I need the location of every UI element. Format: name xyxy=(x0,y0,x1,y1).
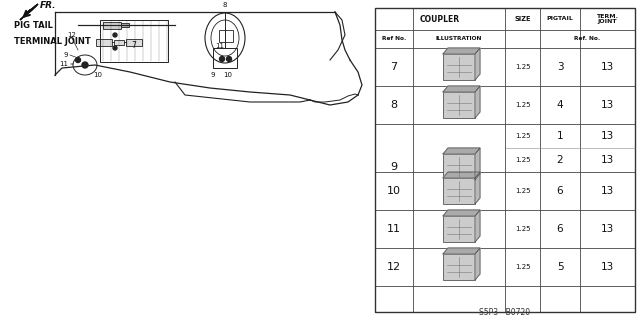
Text: 1.25: 1.25 xyxy=(515,157,531,163)
Text: 1.25: 1.25 xyxy=(515,133,531,139)
Polygon shape xyxy=(443,86,480,92)
Text: ILLUSTRATION: ILLUSTRATION xyxy=(436,36,482,42)
Text: COUPLER: COUPLER xyxy=(420,14,460,23)
Text: PIGTAIL: PIGTAIL xyxy=(547,17,573,21)
Text: PIG TAIL: PIG TAIL xyxy=(14,20,53,29)
Bar xyxy=(443,178,475,204)
Polygon shape xyxy=(443,210,480,216)
Polygon shape xyxy=(20,4,38,20)
Text: 1: 1 xyxy=(557,131,563,141)
Text: 1.25: 1.25 xyxy=(515,264,531,270)
Bar xyxy=(443,216,475,242)
Text: 4: 4 xyxy=(557,100,563,110)
Text: 1.25: 1.25 xyxy=(515,64,531,70)
Text: 11: 11 xyxy=(387,224,401,234)
Text: 1.25: 1.25 xyxy=(515,102,531,108)
Text: 1.25: 1.25 xyxy=(515,226,531,232)
Circle shape xyxy=(82,62,88,68)
Text: TERM.: TERM. xyxy=(596,13,618,19)
Polygon shape xyxy=(475,86,480,118)
Polygon shape xyxy=(443,148,480,154)
Text: 11: 11 xyxy=(59,61,68,67)
Text: FR.: FR. xyxy=(40,1,56,10)
Bar xyxy=(103,21,121,28)
Text: SIZE: SIZE xyxy=(515,16,531,22)
Bar xyxy=(443,154,475,180)
Text: 6: 6 xyxy=(557,224,563,234)
Circle shape xyxy=(220,57,225,61)
Polygon shape xyxy=(475,172,480,204)
Text: 13: 13 xyxy=(601,224,614,234)
Text: 13: 13 xyxy=(601,62,614,72)
Bar xyxy=(443,54,475,80)
Text: 6: 6 xyxy=(557,186,563,196)
Circle shape xyxy=(227,57,232,61)
Bar xyxy=(375,8,635,312)
Text: 8: 8 xyxy=(390,100,397,110)
Polygon shape xyxy=(443,48,480,54)
Text: 10: 10 xyxy=(223,72,232,78)
Text: 13: 13 xyxy=(601,155,614,165)
Circle shape xyxy=(76,58,81,62)
Polygon shape xyxy=(443,248,480,254)
Text: 8: 8 xyxy=(223,2,227,8)
Text: 10: 10 xyxy=(387,186,401,196)
Text: 7: 7 xyxy=(390,62,397,72)
Bar xyxy=(126,38,142,45)
Circle shape xyxy=(113,33,117,37)
Text: 13: 13 xyxy=(601,262,614,272)
Text: 9: 9 xyxy=(390,162,397,172)
Bar xyxy=(213,48,237,68)
Text: TERMINAL JOINT: TERMINAL JOINT xyxy=(14,37,91,46)
Polygon shape xyxy=(443,172,480,178)
Text: 1.25: 1.25 xyxy=(515,188,531,194)
Text: 9: 9 xyxy=(63,52,68,58)
Bar xyxy=(100,20,168,62)
Polygon shape xyxy=(475,148,480,180)
Text: 11: 11 xyxy=(216,43,225,49)
Text: 12: 12 xyxy=(68,32,76,38)
Bar xyxy=(114,39,124,44)
Circle shape xyxy=(113,46,117,50)
Bar xyxy=(375,8,635,312)
Text: 12: 12 xyxy=(387,262,401,272)
Text: 7: 7 xyxy=(132,41,136,50)
Bar xyxy=(121,23,129,27)
Text: 9: 9 xyxy=(211,72,215,78)
Polygon shape xyxy=(475,48,480,80)
Text: 2: 2 xyxy=(557,155,563,165)
Text: 10: 10 xyxy=(93,72,102,78)
Text: 13: 13 xyxy=(601,131,614,141)
Text: Ref No.: Ref No. xyxy=(382,36,406,42)
Bar xyxy=(219,30,233,42)
Text: 13: 13 xyxy=(601,186,614,196)
Text: 13: 13 xyxy=(601,100,614,110)
Bar xyxy=(96,38,112,45)
Bar xyxy=(443,92,475,118)
Text: 5: 5 xyxy=(557,262,563,272)
Polygon shape xyxy=(475,248,480,280)
Bar xyxy=(443,254,475,280)
Text: 3: 3 xyxy=(557,62,563,72)
Polygon shape xyxy=(475,210,480,242)
Text: JOINT: JOINT xyxy=(598,20,617,25)
Text: S5P3 - B0720: S5P3 - B0720 xyxy=(479,308,531,317)
Text: Ref. No.: Ref. No. xyxy=(575,36,600,42)
